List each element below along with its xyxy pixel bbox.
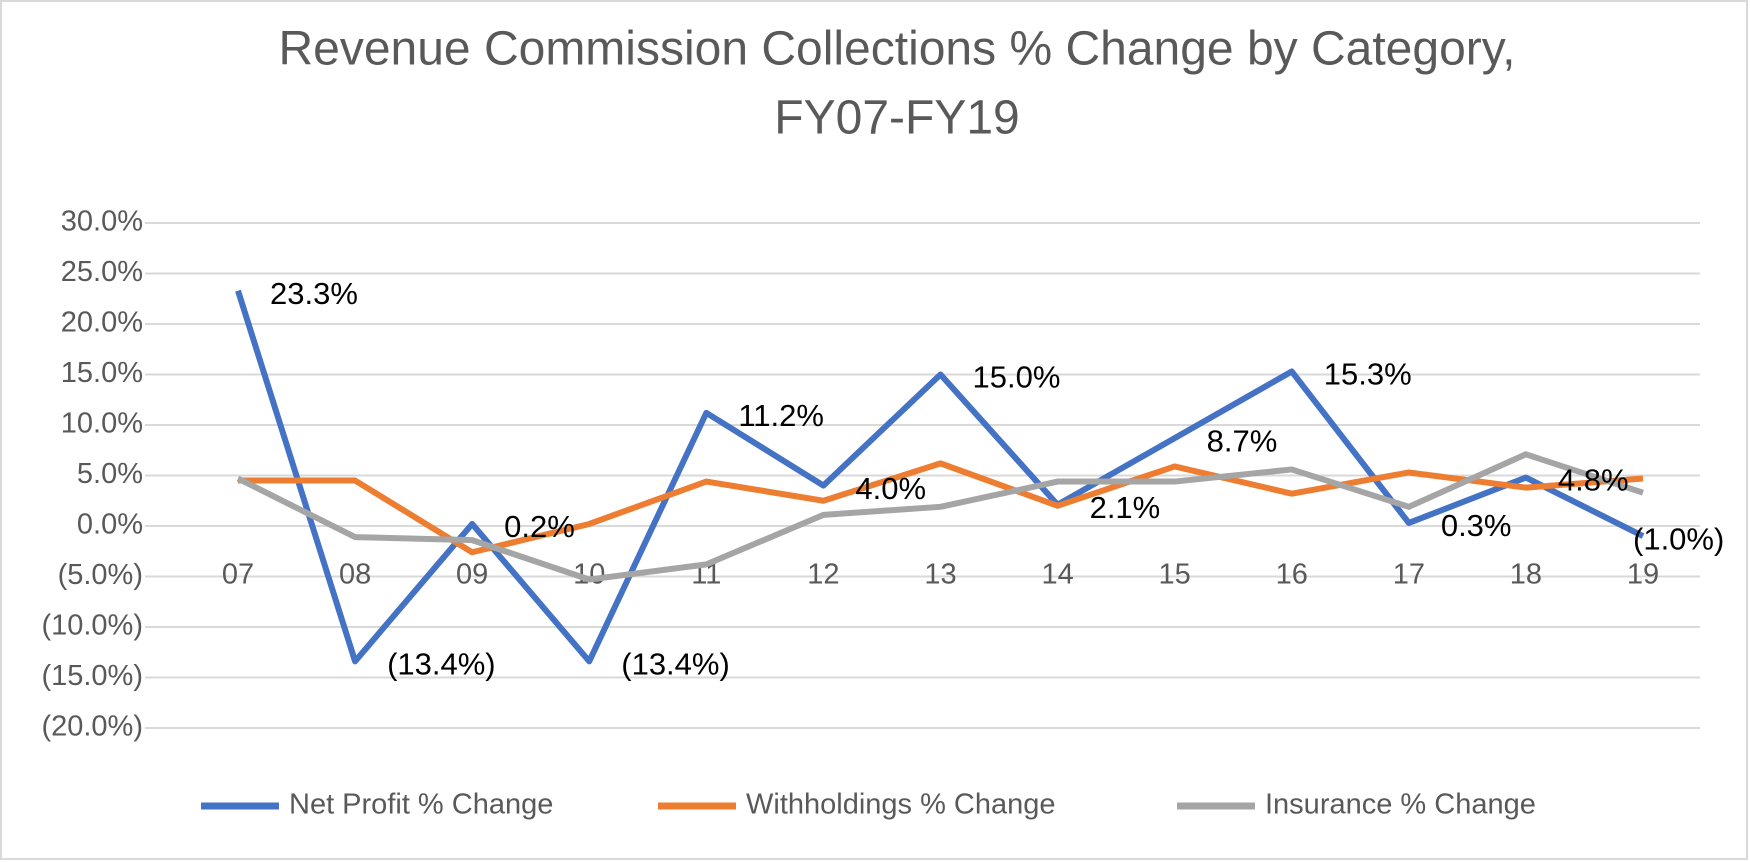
- x-tick-label: 09: [456, 559, 488, 591]
- x-tick-label: 07: [222, 559, 254, 591]
- y-tick-label: 0.0%: [77, 509, 143, 541]
- x-tick-label: 15: [1159, 559, 1191, 591]
- y-tick-label: 20.0%: [61, 307, 143, 339]
- data-label: 15.0%: [973, 360, 1061, 395]
- data-label: 15.3%: [1324, 357, 1412, 392]
- x-tick-label: 19: [1627, 559, 1659, 591]
- data-label: 8.7%: [1207, 423, 1278, 458]
- y-tick-label: 25.0%: [61, 256, 143, 288]
- legend-label: Insurance % Change: [1265, 789, 1536, 821]
- y-tick-label: (10.0%): [41, 610, 143, 642]
- legend-label: Net Profit % Change: [289, 789, 553, 821]
- y-tick-label: 30.0%: [61, 206, 143, 238]
- x-tick-label: 13: [924, 559, 956, 591]
- data-label: (13.4%): [387, 647, 496, 682]
- data-label: (1.0%): [1633, 521, 1724, 556]
- chart-title: FY07-FY19: [774, 92, 1019, 145]
- y-tick-label: (15.0%): [41, 660, 143, 692]
- legend-label: Withholdings % Change: [746, 789, 1056, 821]
- x-tick-label: 17: [1393, 559, 1425, 591]
- data-label: 11.2%: [738, 398, 824, 433]
- series-line: [236, 451, 1644, 583]
- data-label: (13.4%): [621, 647, 730, 682]
- data-label: 23.3%: [270, 276, 358, 311]
- x-tick-label: 16: [1276, 559, 1308, 591]
- series-line: [238, 460, 1644, 556]
- data-label: 0.3%: [1441, 508, 1512, 543]
- x-tick-label: 14: [1041, 559, 1073, 591]
- x-tick-label: 18: [1510, 559, 1542, 591]
- y-tick-label: 10.0%: [61, 408, 143, 440]
- data-label: 0.2%: [504, 509, 575, 544]
- data-label: 4.0%: [855, 471, 926, 506]
- series-line: [235, 289, 1645, 665]
- y-tick-label: (20.0%): [41, 711, 143, 743]
- y-tick-label: 15.0%: [61, 357, 143, 389]
- data-label: 2.1%: [1090, 490, 1161, 525]
- chart-title: Revenue Commission Collections % Change …: [278, 23, 1515, 76]
- x-tick-label: 08: [339, 559, 371, 591]
- y-tick-label: (5.0%): [58, 559, 143, 591]
- data-label: 4.8%: [1558, 463, 1629, 498]
- y-tick-label: 5.0%: [77, 458, 143, 490]
- x-tick-label: 12: [807, 559, 839, 591]
